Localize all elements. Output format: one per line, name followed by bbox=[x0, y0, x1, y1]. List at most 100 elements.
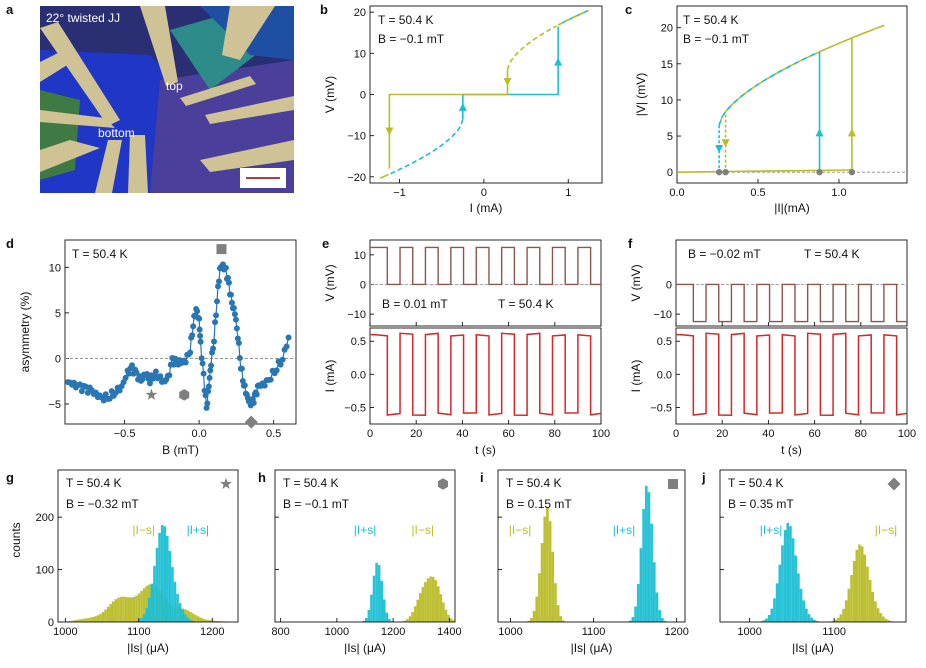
histogram-bar-olive bbox=[408, 616, 412, 622]
x-tick-label: 1100 bbox=[127, 626, 151, 638]
arrow-down-icon bbox=[721, 139, 730, 148]
histogram-bar-olive bbox=[538, 573, 541, 622]
y-tick-label: −10 bbox=[347, 309, 366, 321]
panel-f-current-axes: 0 20 40 60 80 100 −0.5 0.0 0.5 t (s) I (mA) bbox=[629, 327, 916, 457]
y-tick-label: 0.0 bbox=[351, 369, 366, 381]
annotation-temperature: T = 50.4 K bbox=[683, 13, 738, 27]
histogram-bar-cyan bbox=[807, 614, 811, 622]
electrode-pad-4 bbox=[128, 135, 148, 193]
histogram-bar-cyan bbox=[647, 492, 651, 622]
histogram-bar-olive bbox=[94, 616, 97, 622]
histogram-bar-cyan bbox=[148, 597, 151, 622]
histogram-bar-olive bbox=[202, 618, 205, 622]
histogram-bar-cyan bbox=[634, 606, 637, 622]
curve-cyan-dashed-negative bbox=[389, 118, 464, 175]
histogram-bar-cyan bbox=[367, 609, 371, 622]
histogram-bar-olive bbox=[831, 620, 835, 622]
histogram-bar-cyan bbox=[813, 619, 816, 622]
histogram-bar-olive bbox=[104, 609, 107, 622]
asymmetry-point bbox=[228, 299, 235, 306]
histogram-bar-olive bbox=[88, 617, 92, 622]
histogram-bar-olive bbox=[437, 586, 440, 622]
histogram-bar-olive bbox=[68, 621, 71, 622]
axes-frame bbox=[675, 239, 908, 327]
histogram-bar-olive bbox=[78, 619, 82, 622]
switch-point-dot bbox=[848, 168, 856, 176]
histogram-bar-cyan bbox=[365, 617, 368, 622]
histogram-bar-olive bbox=[546, 507, 549, 622]
histogram-bar-cyan bbox=[644, 485, 648, 622]
histogram-bar-olive bbox=[191, 613, 195, 622]
histogram-bar-olive bbox=[863, 554, 867, 622]
histogram-bar-olive bbox=[421, 587, 425, 622]
x-tick-label: 100 bbox=[898, 428, 916, 440]
x-axis-label: |Is| (μA) bbox=[792, 641, 834, 655]
histogram-bar-cyan bbox=[168, 550, 172, 622]
histogram-bar-cyan bbox=[767, 614, 771, 622]
y-tick-label: 0 bbox=[667, 167, 673, 179]
y-tick-label: −10 bbox=[653, 309, 672, 321]
y-tick-label: −10 bbox=[347, 131, 366, 143]
annotation-temperature: T = 50.4 K bbox=[72, 247, 127, 261]
electrode-pad-10 bbox=[40, 52, 72, 82]
x-tick-label: 0 bbox=[673, 428, 679, 440]
asymmetry-point bbox=[157, 373, 164, 380]
histogram-bar-olive bbox=[866, 566, 869, 622]
y-axis-label: asymmetry (%) bbox=[18, 292, 32, 373]
asymmetry-point bbox=[238, 365, 245, 372]
micrograph-content bbox=[40, 6, 294, 193]
asymmetry-point bbox=[283, 343, 290, 350]
asymmetry-point bbox=[231, 311, 238, 318]
asymmetry-point bbox=[234, 335, 241, 342]
asymmetry-point bbox=[166, 372, 173, 379]
curve-olive-sweep-down bbox=[388, 69, 509, 169]
asymmetry-point bbox=[225, 279, 232, 286]
electrode-pad-0 bbox=[40, 110, 115, 128]
histogram-bar-olive bbox=[416, 599, 419, 622]
electrode-pad-2 bbox=[40, 22, 120, 126]
curve-olive-zero-branch bbox=[676, 169, 852, 173]
histogram-bar-olive bbox=[101, 611, 105, 622]
histogram-bar-olive bbox=[874, 601, 877, 622]
asymmetry-point bbox=[205, 383, 212, 390]
axes-frame bbox=[369, 327, 602, 425]
voltage-trace bbox=[370, 246, 601, 286]
histogram-bar-cyan bbox=[171, 567, 174, 622]
histogram-bar-olive bbox=[852, 560, 856, 622]
axes-frame bbox=[675, 327, 908, 425]
asymmetry-point bbox=[273, 367, 280, 374]
label-top-electrode: top bbox=[166, 79, 183, 93]
y-tick-label: 0.0 bbox=[657, 369, 672, 381]
axes-frame bbox=[497, 469, 686, 623]
histogram-bar-olive bbox=[535, 596, 539, 622]
histogram-bar-cyan bbox=[158, 532, 161, 622]
electrode-pad-1 bbox=[40, 140, 100, 172]
histogram-bar-olive bbox=[884, 618, 888, 622]
histogram-bar-olive bbox=[439, 594, 443, 622]
histogram-bar-olive bbox=[119, 596, 123, 622]
x-tick-label: 0.5 bbox=[266, 428, 281, 440]
y-tick-label: 20 bbox=[354, 7, 366, 19]
arrow-up-icon bbox=[458, 102, 467, 111]
histogram-bar-olive bbox=[556, 605, 560, 622]
histogram-bar-olive bbox=[117, 597, 120, 622]
asymmetry-point bbox=[146, 380, 153, 387]
x-tick-label: 1200 bbox=[664, 626, 688, 638]
histogram-bar-olive bbox=[554, 583, 557, 622]
histogram-bar-olive bbox=[145, 585, 148, 622]
asymmetry-point bbox=[285, 334, 292, 341]
histogram-bar-cyan bbox=[655, 592, 659, 622]
panel-f-voltage-axes: −10 0 V (mV) B = −0.02 mT T = 50.4 K bbox=[629, 239, 908, 327]
panel-letter-j: j bbox=[701, 470, 706, 485]
histogram-bar-olive bbox=[209, 620, 213, 622]
hexagon-marker-icon bbox=[179, 389, 190, 401]
electrode-pad-7 bbox=[205, 96, 294, 124]
x-tick-label: 100 bbox=[592, 428, 610, 440]
annotation-temperature: T = 50.4 K bbox=[728, 476, 783, 490]
asymmetry-point bbox=[102, 391, 109, 398]
asymmetry-point bbox=[250, 399, 257, 406]
panel-i-axes: 1000 1100 1200 |Is| (μA) T = 50.4 K B = 0.15 … bbox=[497, 469, 689, 655]
asymmetry-point bbox=[139, 376, 146, 383]
histogram-bar-olive bbox=[879, 613, 883, 622]
histogram-bar-olive bbox=[449, 618, 453, 622]
